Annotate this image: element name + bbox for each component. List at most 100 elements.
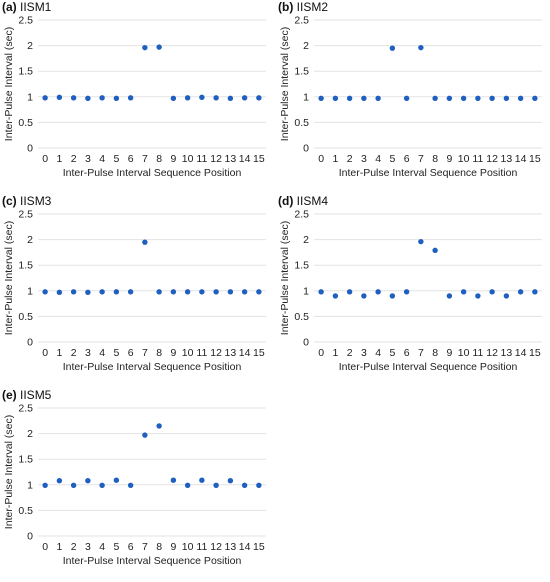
x-tick-label: 14 (515, 347, 527, 359)
x-tick-label: 3 (361, 347, 367, 359)
y-tick-label: 1.5 (294, 260, 309, 272)
x-tick-label: 15 (529, 153, 541, 165)
data-point (184, 289, 191, 295)
x-tick-label: 8 (432, 153, 438, 165)
x-tick-label: 6 (128, 153, 134, 165)
panel-label: (d) (278, 194, 294, 208)
data-point (127, 95, 134, 101)
x-tick-label: 14 (239, 347, 251, 359)
panel-label: (e) (2, 388, 17, 402)
data-point (475, 95, 481, 102)
data-point (241, 95, 248, 101)
x-tick-label: 11 (196, 153, 207, 165)
data-point (475, 293, 481, 299)
x-tick-label: 1 (56, 153, 62, 165)
x-tick-label: 8 (156, 347, 162, 359)
y-tick-label: 2 (303, 40, 309, 52)
panel-title: (d) IISM4 (278, 194, 328, 208)
x-tick-label: 2 (347, 347, 353, 359)
data-point (85, 95, 91, 102)
data-point (56, 94, 63, 101)
data-point (503, 293, 510, 299)
chart-iism5: 00.511.522.50 1 2 3 4 5 6 7 8 9 10 11 12 13 14 15Inter-… (3, 403, 266, 567)
data-point (318, 95, 324, 102)
chart-iism3: 00.511.522.50 1 2 3 4 5 6 7 8 9 10 11 12 13 14 15Inter-… (3, 209, 266, 373)
panel-title: (e) IISM5 (2, 388, 51, 402)
y-tick-label: 2.5 (294, 209, 309, 221)
data-point (156, 423, 162, 429)
y-tick-label: 2 (27, 40, 33, 52)
y-tick-label: 0 (27, 143, 33, 155)
x-tick-label: 1 (332, 153, 338, 165)
y-tick-label: 1.5 (18, 454, 33, 466)
y-tick-label: 2.5 (18, 209, 33, 221)
data-point (213, 289, 219, 295)
panel-label: (b) (278, 0, 294, 14)
x-tick-label: 13 (501, 153, 513, 165)
data-point (241, 289, 248, 295)
x-tick-label: 2 (71, 347, 77, 359)
data-point (56, 478, 63, 484)
data-point (489, 95, 495, 102)
x-tick-label: 10 (458, 153, 470, 165)
data-point (517, 289, 524, 295)
x-tick-label: 5 (389, 153, 395, 165)
y-tick-label: 2 (27, 428, 33, 440)
x-tick-label: 5 (113, 153, 119, 165)
x-tick-label: 6 (128, 541, 134, 553)
data-point (432, 95, 438, 102)
data-point (332, 95, 339, 102)
y-tick-label: 0.5 (294, 311, 309, 323)
y-tick-label: 0 (303, 143, 309, 155)
data-point (532, 289, 538, 295)
x-axis-title: Inter-Pulse Interval Sequence Position (63, 361, 242, 373)
x-tick-label: 7 (142, 153, 148, 165)
x-tick-label: 2 (71, 153, 77, 165)
y-tick-label: 2 (27, 234, 33, 246)
x-tick-label: 4 (99, 153, 105, 165)
data-point (256, 95, 262, 101)
x-tick-label: 10 (458, 347, 470, 359)
panel-iism5: (e) IISM5 0 0.5 1 1.5 2 2.5 0 1 2 3 4 5 6 7 8 9 10 11 12 13… (0, 388, 272, 578)
y-tick-label: 1 (27, 285, 33, 297)
data-point (99, 95, 105, 101)
x-tick-label: 13 (225, 153, 237, 165)
y-axis-title: Inter-Pulse Interval (sec) (3, 415, 15, 529)
data-point (99, 289, 105, 295)
data-point (460, 95, 467, 102)
x-tick-label: 7 (418, 347, 424, 359)
x-tick-label: 8 (156, 541, 162, 553)
x-tick-label: 8 (156, 153, 162, 165)
data-point (42, 95, 48, 101)
x-tick-label: 9 (170, 541, 176, 553)
x-axis-title: Inter-Pulse Interval Sequence Position (339, 361, 518, 373)
y-tick-label: 0 (303, 337, 309, 349)
y-tick-label: 1 (27, 91, 33, 103)
data-point (418, 238, 424, 245)
x-tick-label: 15 (253, 153, 265, 165)
x-tick-label: 5 (389, 347, 395, 359)
data-point (184, 482, 191, 489)
data-point (170, 477, 177, 483)
y-tick-label: 1.5 (18, 260, 33, 272)
data-point (113, 95, 120, 102)
y-tick-label: 1.5 (294, 66, 309, 78)
x-axis-title: Inter-Pulse Interval Sequence Position (63, 555, 242, 567)
panel-title: (a) IISM1 (2, 0, 51, 14)
data-point (256, 482, 262, 489)
x-tick-label: 1 (56, 347, 62, 359)
x-tick-label: 7 (142, 347, 148, 359)
x-tick-label: 0 (42, 347, 48, 359)
x-tick-label: 1 (56, 541, 62, 553)
y-tick-label: 0.5 (18, 117, 33, 129)
x-tick-label: 7 (142, 541, 148, 553)
x-tick-label: 6 (404, 153, 410, 165)
panel-label: (c) (2, 194, 17, 208)
x-tick-label: 8 (432, 347, 438, 359)
x-tick-label: 12 (486, 153, 498, 165)
data-point (184, 95, 191, 101)
data-point (199, 477, 205, 483)
data-point (142, 432, 148, 438)
x-tick-label: 9 (446, 347, 452, 359)
panel-iism3: (c) IISM3 0 0.5 1 1.5 2 2.5 0 1 2 3 4 5 6 7 8 9 10 11 12 13… (0, 194, 272, 384)
